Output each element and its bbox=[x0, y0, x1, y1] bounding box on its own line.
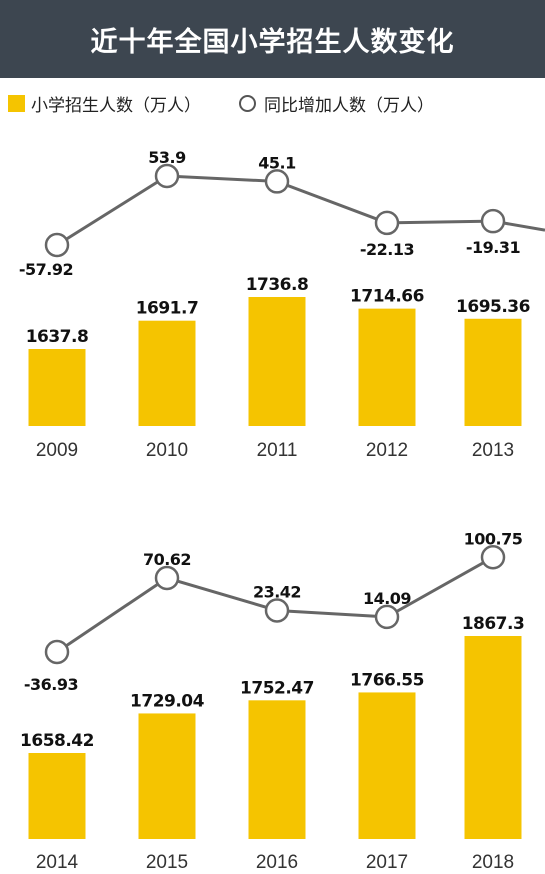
year-tick-label: 2017 bbox=[366, 852, 408, 873]
bar bbox=[248, 297, 306, 426]
bar-value-label: 1867.3 bbox=[462, 614, 525, 634]
year-tick-label: 2013 bbox=[472, 440, 514, 461]
bar-value-label: 1714.66 bbox=[350, 287, 424, 307]
bar bbox=[28, 349, 86, 426]
year-tick-label: 2016 bbox=[256, 852, 298, 873]
line-point bbox=[480, 545, 506, 570]
legend: 小学招生人数（万人） 同比增加人数（万人） bbox=[0, 88, 545, 118]
legend-bars-label: 小学招生人数（万人） bbox=[31, 95, 201, 116]
line-value-label: -19.31 bbox=[466, 238, 521, 257]
line-value-label: -22.13 bbox=[360, 240, 414, 259]
bar bbox=[138, 320, 196, 426]
year-tick-label: 2010 bbox=[146, 440, 188, 461]
bar-swatch-icon bbox=[8, 94, 25, 112]
line-value-label: -57.92 bbox=[19, 260, 73, 279]
line-value-label: 70.62 bbox=[143, 550, 191, 569]
page-title: 近十年全国小学招生人数变化 bbox=[90, 26, 455, 58]
circle-marker-icon bbox=[239, 94, 256, 112]
legend-item-bars: 小学招生人数（万人） bbox=[8, 91, 201, 116]
bar bbox=[358, 308, 416, 426]
line-value-label: 45.1 bbox=[258, 153, 296, 172]
bar-value-label: 1736.8 bbox=[246, 275, 309, 295]
header-banner: 近十年全国小学招生人数变化 bbox=[0, 0, 545, 78]
bar-value-label: 1695.36 bbox=[456, 297, 530, 317]
year-tick-label: 2018 bbox=[472, 852, 514, 873]
year-tick-label: 2015 bbox=[146, 852, 188, 873]
year-tick-label: 2009 bbox=[36, 440, 78, 461]
bar-value-label: 1729.04 bbox=[130, 691, 205, 711]
bar-value-label: 1691.7 bbox=[136, 299, 199, 319]
bar bbox=[248, 700, 306, 839]
line-point bbox=[264, 169, 290, 194]
line-point bbox=[44, 232, 70, 258]
bar bbox=[28, 753, 86, 839]
line-value-label: 100.75 bbox=[464, 529, 523, 548]
line-point bbox=[154, 565, 180, 591]
line-point bbox=[154, 163, 180, 189]
line-point bbox=[374, 604, 400, 630]
year-tick-label: 2014 bbox=[36, 852, 79, 873]
legend-item-line: 同比增加人数（万人） bbox=[239, 91, 434, 116]
line-value-label: 14.09 bbox=[363, 589, 411, 608]
line-value-label: 23.42 bbox=[253, 582, 301, 601]
year-tick-label: 2012 bbox=[366, 440, 408, 461]
legend-line-label: 同比增加人数（万人） bbox=[264, 95, 434, 116]
bar-value-label: 1637.8 bbox=[26, 327, 89, 347]
bar-value-label: 1766.55 bbox=[350, 670, 424, 690]
line-point bbox=[264, 598, 290, 623]
line-value-label: -36.93 bbox=[24, 675, 78, 694]
yoy-line bbox=[56, 174, 545, 247]
bar bbox=[464, 318, 522, 426]
year-tick-label: 2011 bbox=[257, 440, 298, 461]
line-point bbox=[44, 639, 70, 665]
bar-value-label: 1752.47 bbox=[240, 678, 314, 698]
line-point bbox=[374, 210, 400, 236]
line-value-label: 53.9 bbox=[148, 148, 186, 167]
line-point bbox=[480, 208, 506, 234]
bar bbox=[358, 692, 416, 839]
bar bbox=[138, 713, 196, 839]
bar bbox=[464, 636, 522, 839]
bar-value-label: 1658.42 bbox=[20, 731, 94, 751]
